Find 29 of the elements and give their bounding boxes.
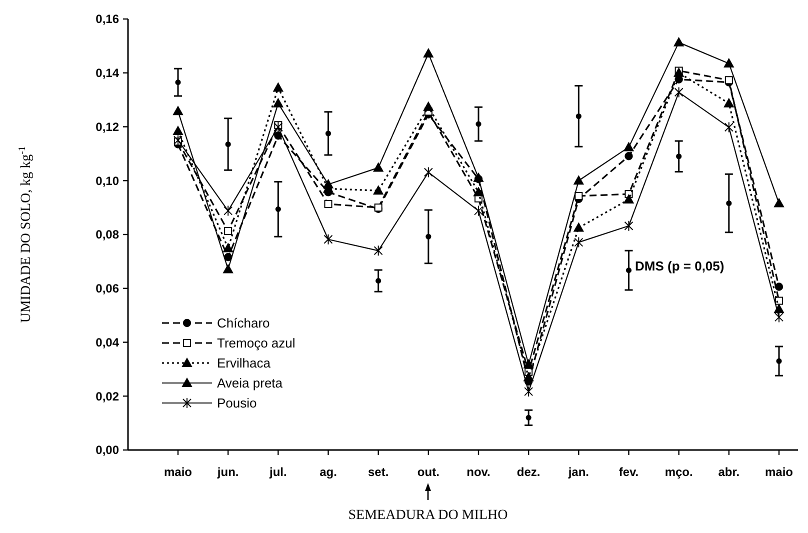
x-tick-label: set. xyxy=(368,465,389,479)
x-tick-label: fev. xyxy=(618,465,639,479)
legend-label: Chícharo xyxy=(217,316,270,331)
y-tick-label: 0,14 xyxy=(96,66,120,80)
text: SEMEADURA DO MILHO xyxy=(348,508,508,523)
legend-label: Aveia preta xyxy=(217,376,284,391)
y-tick-label: 0,16 xyxy=(96,12,120,26)
y-tick-label: 0,08 xyxy=(96,228,120,242)
y-tick-label: 0,04 xyxy=(96,335,120,350)
x-tick-label: jul. xyxy=(268,465,287,479)
annotation: DMS (p = 0,05) xyxy=(635,258,724,274)
legend-label: Pousio xyxy=(217,396,257,411)
y-tick-label: 0,12 xyxy=(96,120,120,134)
x-tick-label: maio xyxy=(164,465,192,479)
x-tick-label: maio xyxy=(764,465,794,479)
x-tick-label: nov. xyxy=(466,465,490,479)
x-tick-label: mço. xyxy=(664,465,693,479)
legend-label: Tremoço azul xyxy=(217,336,296,351)
x-tick-label: dez. xyxy=(516,465,540,479)
x-tick-label: jun. xyxy=(216,465,239,479)
y-tick-label: 0,06 xyxy=(96,282,120,296)
x-tick-label: out. xyxy=(417,465,440,479)
y-tick-label: 0,00 xyxy=(96,443,120,458)
x-tick-label: ag. xyxy=(320,465,337,479)
y-tick-label: 0,02 xyxy=(96,389,120,404)
x-tick-label: abr. xyxy=(718,465,740,479)
x-tick-label: jan. xyxy=(567,465,590,479)
legend-label: Ervilhaca xyxy=(217,356,272,371)
y-tick-label: 0,10 xyxy=(96,174,120,188)
